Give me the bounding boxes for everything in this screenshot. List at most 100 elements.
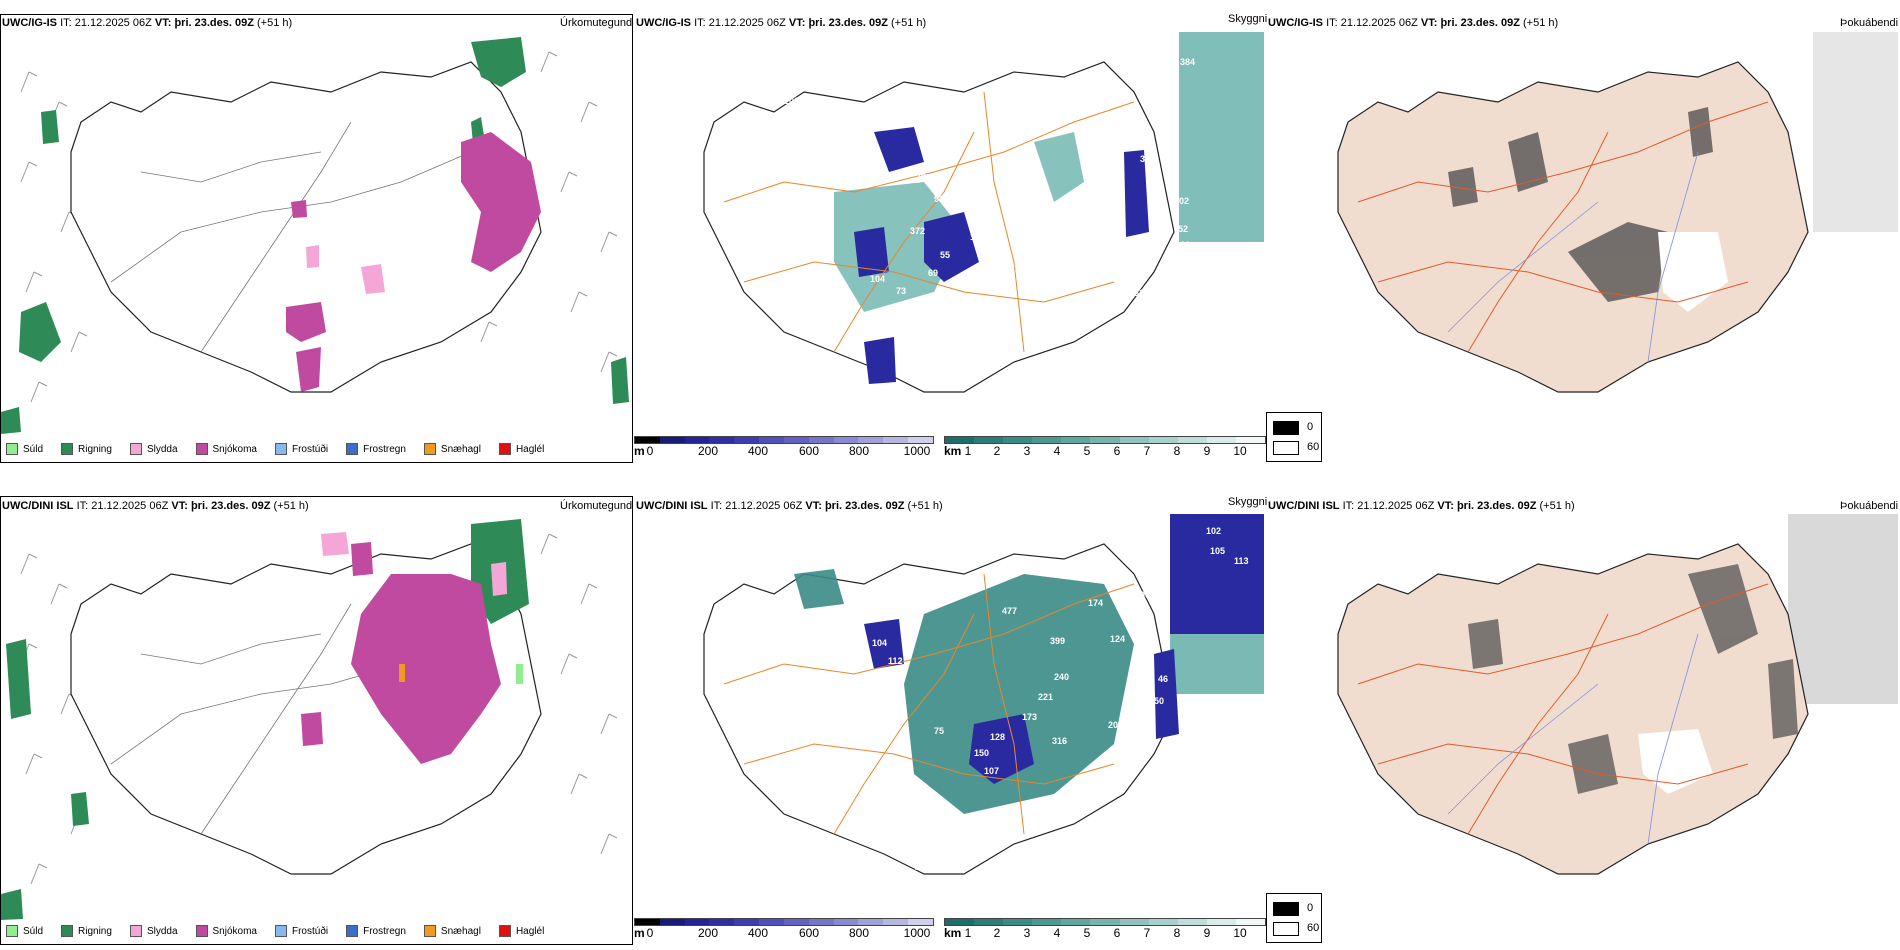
- model-name: UWC/IG-IS: [636, 17, 691, 29]
- fog-shading: [1448, 107, 1713, 302]
- panel-title-fog: Þokuábendi: [1840, 17, 1899, 29]
- init-label: IT:: [1342, 500, 1355, 512]
- valid-time: þri. 23.des. 09Z: [1456, 500, 1537, 512]
- lead-time: (+51 h): [257, 17, 293, 29]
- init-time: 21.12.2025 06Z: [91, 500, 169, 512]
- svg-text:221: 221: [1038, 692, 1053, 702]
- panel-title-visibility: Skyggni: [1228, 496, 1268, 508]
- svg-text:73: 73: [896, 286, 906, 296]
- svg-text:104: 104: [870, 274, 885, 284]
- swatch-freezing-rain: [346, 925, 359, 937]
- row1-header-precip: UWC/IG-IS IT: 21.12.2025 06Z VT: þri. 23…: [2, 15, 292, 31]
- svg-text:174: 174: [1088, 598, 1103, 608]
- lead-time: (+51 h): [1539, 500, 1575, 512]
- very-low-visibility-areas: [864, 619, 1179, 784]
- precip-legend-row2: Súld Rigning Slydda Snjókoma Frostúði Fr…: [6, 922, 562, 940]
- svg-text:316: 316: [1052, 736, 1067, 746]
- valid-label: VT:: [1420, 17, 1438, 29]
- swatch-sleet: [129, 925, 142, 937]
- svg-text:80: 80: [992, 254, 1002, 264]
- swatch-snow: [195, 443, 208, 455]
- init-label: IT:: [694, 17, 706, 29]
- colorbar-m: [634, 918, 934, 926]
- svg-text:477: 477: [1002, 606, 1017, 616]
- svg-text:104: 104: [872, 638, 887, 648]
- visibility-labels: 102 105 113 477 174 96 104 112 399 124 7…: [860, 526, 1249, 872]
- svg-text:52: 52: [1178, 224, 1188, 234]
- svg-text:81: 81: [1180, 240, 1190, 250]
- sea-fog-area: [1179, 32, 1264, 242]
- precip-type-map-frame: [0, 14, 633, 463]
- precip-drizzle: [516, 664, 523, 684]
- fog-legend-swatch-60: [1273, 922, 1299, 936]
- legend-item-drizzle: Súld: [6, 925, 43, 937]
- init-label: IT:: [1326, 17, 1338, 29]
- legend-item-rain: Rigning: [61, 443, 112, 455]
- row1-header-fog: UWC/IG-IS IT: 21.12.2025 06Z VT: þri. 23…: [1268, 15, 1558, 31]
- swatch-hail: [498, 925, 511, 937]
- init-label: IT:: [60, 17, 72, 29]
- rivers: [1447, 151, 1699, 363]
- very-low-visibility-areas: [854, 127, 1149, 384]
- swatch-hail: [498, 443, 511, 455]
- precip-type-map: [1, 37, 629, 434]
- svg-text:100: 100: [784, 96, 799, 106]
- svg-text:109: 109: [970, 232, 985, 242]
- panel-title-visibility: Skyggni: [1228, 13, 1268, 25]
- valid-time: þri. 23.des. 09Z: [808, 17, 888, 29]
- visibility-colorbar-km-row2: km 1 2 3 4 5 6 7 8 9 10: [944, 918, 1266, 940]
- legend-item-hail: Haglél: [498, 443, 544, 455]
- swatch-sleet: [129, 443, 142, 455]
- swatch-freezing-rain: [346, 443, 359, 455]
- svg-text:110: 110: [886, 326, 901, 336]
- svg-text:79: 79: [1144, 632, 1154, 642]
- visibility-colorbar-m-row2: m 0 200 400 600 800 1000: [634, 918, 934, 940]
- svg-text:50: 50: [1154, 696, 1164, 706]
- svg-text:102: 102: [1206, 526, 1221, 536]
- colorbar-m-ticks: m 0 200 400 600 800 1000: [634, 926, 931, 940]
- low-visibility-areas: [794, 569, 1134, 814]
- svg-text:76: 76: [1014, 264, 1024, 274]
- svg-text:95: 95: [934, 194, 944, 204]
- precip-sleet: [306, 245, 385, 294]
- valid-time: þri. 23.des. 09Z: [824, 500, 905, 512]
- init-time: 21.12.2025 06Z: [725, 500, 803, 512]
- swatch-rain: [61, 443, 74, 455]
- visibility-labels: 384 100 306 79 95 372 109 55 69 80 76 89…: [784, 57, 1195, 390]
- iceland-land: [1337, 543, 1809, 875]
- svg-text:123: 123: [860, 740, 875, 750]
- row2-header-precip: UWC/DINI ISL IT: 21.12.2025 06Z VT: þri.…: [2, 498, 309, 514]
- swatch-drizzle: [6, 443, 18, 455]
- svg-text:166: 166: [1100, 264, 1115, 274]
- svg-text:105: 105: [1210, 546, 1225, 556]
- row2-header-fog: UWC/DINI ISL IT: 21.12.2025 06Z VT: þri.…: [1268, 498, 1575, 514]
- svg-text:89: 89: [980, 270, 990, 280]
- precip-type-map: [1, 519, 618, 920]
- model-name: UWC/IG-IS: [1268, 17, 1323, 29]
- svg-text:678: 678: [1142, 250, 1157, 260]
- legend-item-sleet: Slydda: [129, 925, 178, 937]
- svg-text:384: 384: [1180, 57, 1195, 67]
- swatch-drizzle: [6, 925, 18, 937]
- legend-item-sleet: Slydda: [129, 443, 178, 455]
- legend-item-snow: Snjókoma: [195, 443, 257, 455]
- fog-sea-area: [1788, 514, 1898, 704]
- lead-time: (+51 h): [1523, 17, 1559, 29]
- svg-text:173: 173: [1022, 712, 1037, 722]
- svg-text:124: 124: [1110, 634, 1125, 644]
- fog-shading: [1468, 564, 1798, 794]
- fog-white-area: [1658, 232, 1728, 312]
- legend-item-hail: Haglél: [498, 925, 544, 937]
- roads: [723, 91, 1135, 353]
- rivers: [1447, 633, 1699, 845]
- roads: [1357, 101, 1769, 353]
- legend-item-rain: Rigning: [61, 925, 112, 937]
- svg-text:240: 240: [1054, 672, 1069, 682]
- valid-label: VT:: [805, 500, 822, 512]
- low-visibility-areas: [834, 132, 1084, 312]
- svg-text:60: 60: [1058, 816, 1068, 826]
- colorbar-m-ticks: m 0 200 400 600 800 1000: [634, 444, 931, 458]
- panel-title-precip-type: Úrkomutegund: [560, 500, 633, 512]
- svg-text:55: 55: [940, 250, 950, 260]
- roads: [1357, 583, 1769, 835]
